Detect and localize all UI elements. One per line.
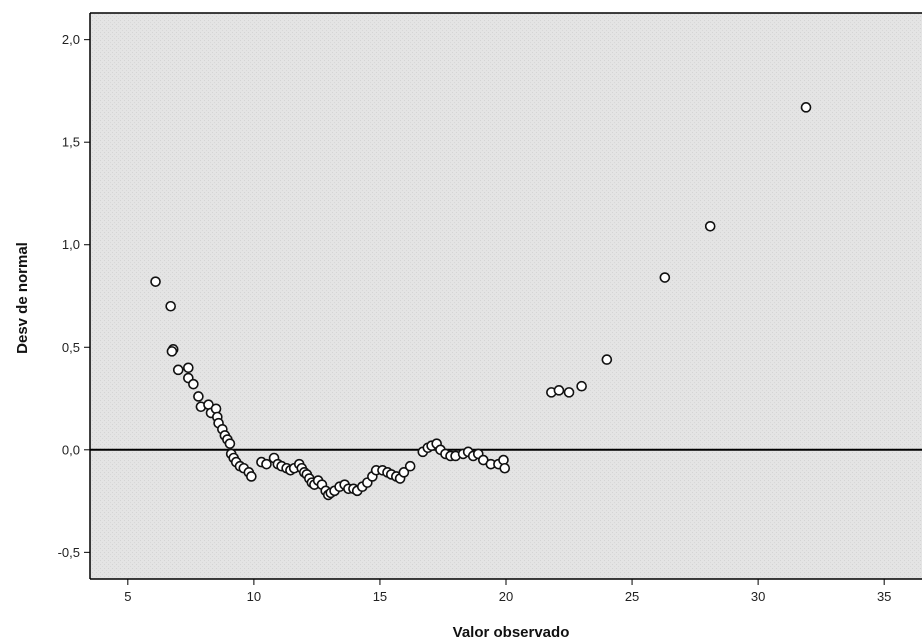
x-tick-label: 25 — [625, 589, 639, 604]
data-point — [704, 220, 716, 232]
data-point — [499, 462, 511, 474]
y-tick-label: 0,5 — [62, 340, 80, 355]
data-point — [398, 467, 410, 478]
data-point — [183, 362, 194, 374]
data-point — [800, 102, 812, 113]
data-point — [601, 354, 613, 365]
data-points — [150, 102, 812, 501]
data-point — [553, 385, 565, 396]
x-tick-label: 10 — [247, 589, 261, 604]
x-tick-label: 20 — [499, 589, 513, 604]
x-tick-label: 30 — [751, 589, 765, 604]
y-tick-label: 2,0 — [62, 32, 80, 47]
y-tick-label: -0,5 — [58, 545, 80, 560]
data-point — [165, 300, 176, 312]
data-point — [188, 378, 199, 390]
data-point — [224, 438, 236, 449]
x-axis-title: Valor observado — [453, 624, 570, 641]
data-point — [576, 380, 587, 392]
x-tick-label: 35 — [877, 589, 891, 604]
x-tick-label: 5 — [124, 589, 131, 604]
data-point — [261, 458, 272, 470]
data-point — [150, 276, 161, 287]
data-point — [246, 471, 257, 482]
data-point — [166, 346, 178, 357]
y-axis-title: Desv de normal — [14, 242, 31, 354]
y-ticks: -0,5 0,0 0,5 1,0 1,5 2,0 — [58, 32, 90, 560]
y-tick-label: 0,0 — [62, 442, 80, 457]
data-point — [404, 460, 416, 472]
y-tick-label: 1,5 — [62, 135, 80, 150]
data-point — [172, 364, 184, 376]
x-ticks: 5 10 15 20 25 30 35 — [124, 579, 891, 604]
x-tick-label: 15 — [373, 589, 387, 604]
y-tick-label: 1,0 — [62, 237, 80, 252]
plot-area — [90, 13, 922, 579]
data-point — [563, 387, 575, 398]
data-point — [193, 391, 204, 402]
data-point — [659, 272, 671, 283]
